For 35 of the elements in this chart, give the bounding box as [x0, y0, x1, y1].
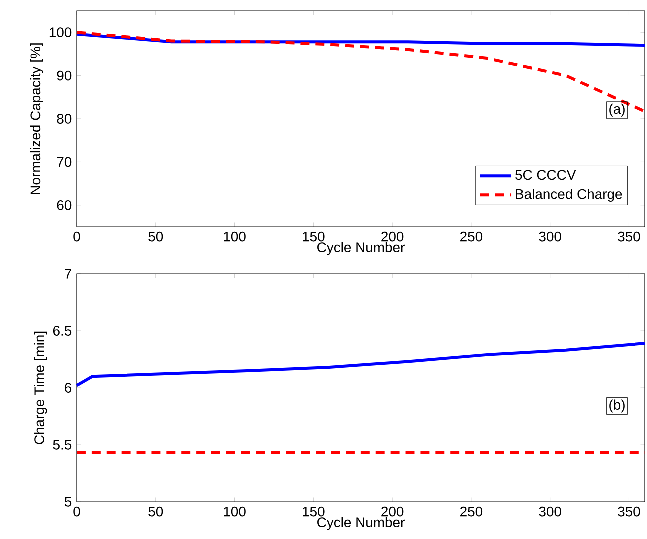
annotation: (b) — [610, 400, 625, 413]
y-tick-label: 6.5 — [53, 326, 72, 336]
x-axis-title: Cycle Number — [318, 242, 405, 256]
x-tick-label: 200 — [382, 506, 404, 517]
legend-label: 5C CCCV — [516, 170, 576, 180]
y-tick-label: 5 — [64, 497, 72, 507]
x-tick-label: 0 — [74, 232, 80, 242]
y-tick-label: 7 — [65, 269, 72, 279]
y-tick-label: 100 — [50, 28, 72, 38]
x-tick-label: 50 — [148, 506, 164, 517]
x-tick-label: 100 — [224, 506, 246, 517]
y-tick-label: 90 — [57, 70, 72, 81]
y-tick-label: 80 — [57, 114, 72, 124]
x-tick-label: 250 — [460, 506, 483, 517]
x-tick-label: 350 — [618, 506, 640, 517]
y-tick-label: 70 — [57, 157, 72, 168]
x-tick-label: 250 — [460, 232, 483, 242]
line-series — [76, 342, 647, 388]
legend-label: Balanced Charge — [516, 189, 622, 202]
x-tick-label: 150 — [303, 506, 325, 517]
annotation: (a) — [610, 104, 625, 117]
x-tick-label: 300 — [539, 232, 562, 242]
y-tick-label: 6 — [65, 383, 72, 393]
x-tick-label: 0 — [74, 506, 80, 517]
y-axis-title: Normalized Capacity [%] — [30, 44, 44, 194]
x-tick-label: 150 — [303, 232, 325, 242]
x-tick-label: 350 — [618, 232, 640, 242]
x-tick-label: 100 — [224, 232, 246, 242]
y-axis-title: Charge Time [min] — [34, 332, 48, 444]
x-axis-title: Cycle Number — [318, 517, 405, 530]
x-tick-label: 50 — [148, 232, 164, 242]
y-tick-label: 60 — [57, 200, 72, 210]
y-tick-label: 5.5 — [53, 440, 72, 450]
x-tick-label: 200 — [382, 232, 404, 242]
x-tick-label: 300 — [539, 506, 562, 517]
